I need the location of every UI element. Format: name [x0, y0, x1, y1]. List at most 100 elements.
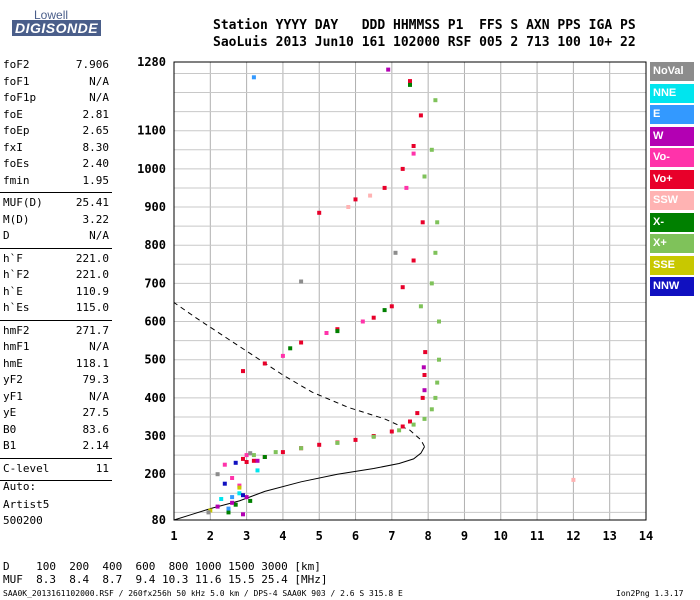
- echo-point: [421, 365, 426, 370]
- param-row: foEs 2.40: [3, 157, 109, 175]
- param-value: 118.1: [75, 356, 109, 370]
- echo-point: [280, 353, 285, 358]
- echo-point: [423, 350, 428, 355]
- echo-point: [251, 458, 256, 463]
- echo-point: [237, 485, 242, 490]
- muf-table-values: MUF 8.3 8.4 8.7 9.4 10.3 11.6 15.5 25.4 …: [3, 573, 328, 586]
- echo-point: [411, 422, 416, 427]
- echo-point: [324, 331, 329, 335]
- header-line-1: Station YYYY DAY DDD HHMMSS P1 FFS S AXN…: [213, 18, 636, 33]
- echo-point: [222, 462, 227, 467]
- legend-item: X+: [650, 234, 694, 253]
- param-value: 83.6: [82, 422, 110, 436]
- param-value: 2.14: [82, 439, 110, 452]
- echo-point: [335, 440, 340, 445]
- echo-point: [335, 329, 340, 334]
- echo-point: [353, 437, 358, 442]
- param-row: hmF1 N/A: [3, 340, 109, 358]
- param-row: h`F2 221.0: [3, 268, 109, 286]
- echo-point: [415, 411, 420, 416]
- legend-item: NNW: [650, 277, 694, 296]
- echo-point: [215, 472, 220, 477]
- echo-point: [411, 258, 416, 263]
- axis-ticks: 1 2 3 4 5 6 7 8 9 10 11 12 13 14802003004005006007008…: [137, 55, 653, 543]
- echo-point: [371, 315, 376, 320]
- footer-version: Ion2Png 1.3.17: [616, 589, 684, 598]
- x-tick-label: 7: [388, 529, 395, 543]
- param-row: hmF2 271.7: [3, 324, 109, 342]
- echo-point: [386, 67, 391, 72]
- echo-point: [422, 416, 427, 421]
- param-row: h`F 221.0: [3, 252, 109, 270]
- echo-point: [233, 502, 238, 507]
- legend-item: W: [650, 126, 694, 146]
- param-value: N/A: [89, 389, 109, 403]
- param-key: foF2: [3, 58, 30, 71]
- echo-point: [418, 113, 423, 118]
- echo-point: [273, 450, 278, 455]
- param-separator: [0, 457, 112, 459]
- param-row: foF1 N/A: [3, 75, 109, 93]
- x-tick-label: 1: [170, 529, 177, 543]
- param-separator: [0, 319, 112, 321]
- echo-point: [389, 304, 394, 309]
- x-tick-label: 10: [494, 529, 508, 543]
- param-row: D N/A: [3, 229, 109, 247]
- legend-item: SSE: [650, 255, 694, 275]
- param-value: 27.5: [82, 406, 110, 419]
- echo-point: [408, 419, 412, 424]
- echo-point: [429, 147, 434, 152]
- echo-point: [433, 98, 438, 103]
- legend-item: E: [650, 105, 694, 124]
- echo-point: [280, 450, 285, 455]
- param-key: B0: [3, 422, 17, 436]
- echo-point: [437, 357, 441, 362]
- echo-point: [206, 510, 211, 515]
- echo-point: [248, 498, 253, 503]
- param-key: fmin: [3, 173, 30, 187]
- param-value: N/A: [89, 340, 109, 353]
- echo-point: [360, 319, 365, 324]
- echo-point: [433, 395, 438, 400]
- param-separator: [0, 192, 112, 193]
- echo-point: [404, 185, 409, 190]
- echo-point: [408, 79, 412, 84]
- param-value: 2.65: [82, 124, 110, 137]
- echo-point: [241, 369, 245, 374]
- echo-point: [237, 491, 242, 496]
- echo-point: [244, 460, 249, 464]
- param-value: 8.30: [82, 140, 110, 154]
- param-key: yF2: [3, 373, 23, 386]
- echo-points: [206, 67, 576, 517]
- param-key: yE: [3, 406, 17, 419]
- param-key: h`F: [3, 251, 23, 265]
- echo-point: [393, 250, 398, 255]
- x-tick-label: 13: [602, 529, 616, 543]
- echo-point: [230, 500, 235, 505]
- true-height-profile-dashed: [173, 302, 425, 447]
- echo-point: [418, 304, 423, 309]
- param-row: h`E 110.9: [3, 285, 109, 303]
- x-tick-label: 14: [639, 529, 653, 543]
- echo-point: [368, 193, 373, 198]
- param-key: foF1p: [3, 91, 37, 104]
- param-row: hmE 118.1: [3, 357, 109, 375]
- echo-point: [435, 380, 440, 385]
- echo-point: [400, 285, 405, 290]
- param-key: yF1: [3, 389, 23, 403]
- param-row: B0 83.6: [3, 423, 109, 441]
- legend-item: NNE: [650, 83, 694, 103]
- param-key: h`F2: [3, 268, 30, 281]
- param-value: 7.906: [75, 58, 109, 71]
- auto-label: Auto:: [3, 480, 37, 493]
- echo-point: [435, 220, 440, 225]
- echo-point: [422, 174, 427, 179]
- echo-point: [429, 281, 434, 286]
- echo-point: [233, 460, 238, 465]
- param-row: fmin 1.95: [3, 174, 109, 192]
- version-label: 500200: [3, 514, 43, 527]
- param-key: h`E: [3, 284, 23, 298]
- echo-point: [262, 361, 267, 366]
- x-tick-label: 3: [243, 529, 250, 543]
- echo-point: [226, 510, 231, 515]
